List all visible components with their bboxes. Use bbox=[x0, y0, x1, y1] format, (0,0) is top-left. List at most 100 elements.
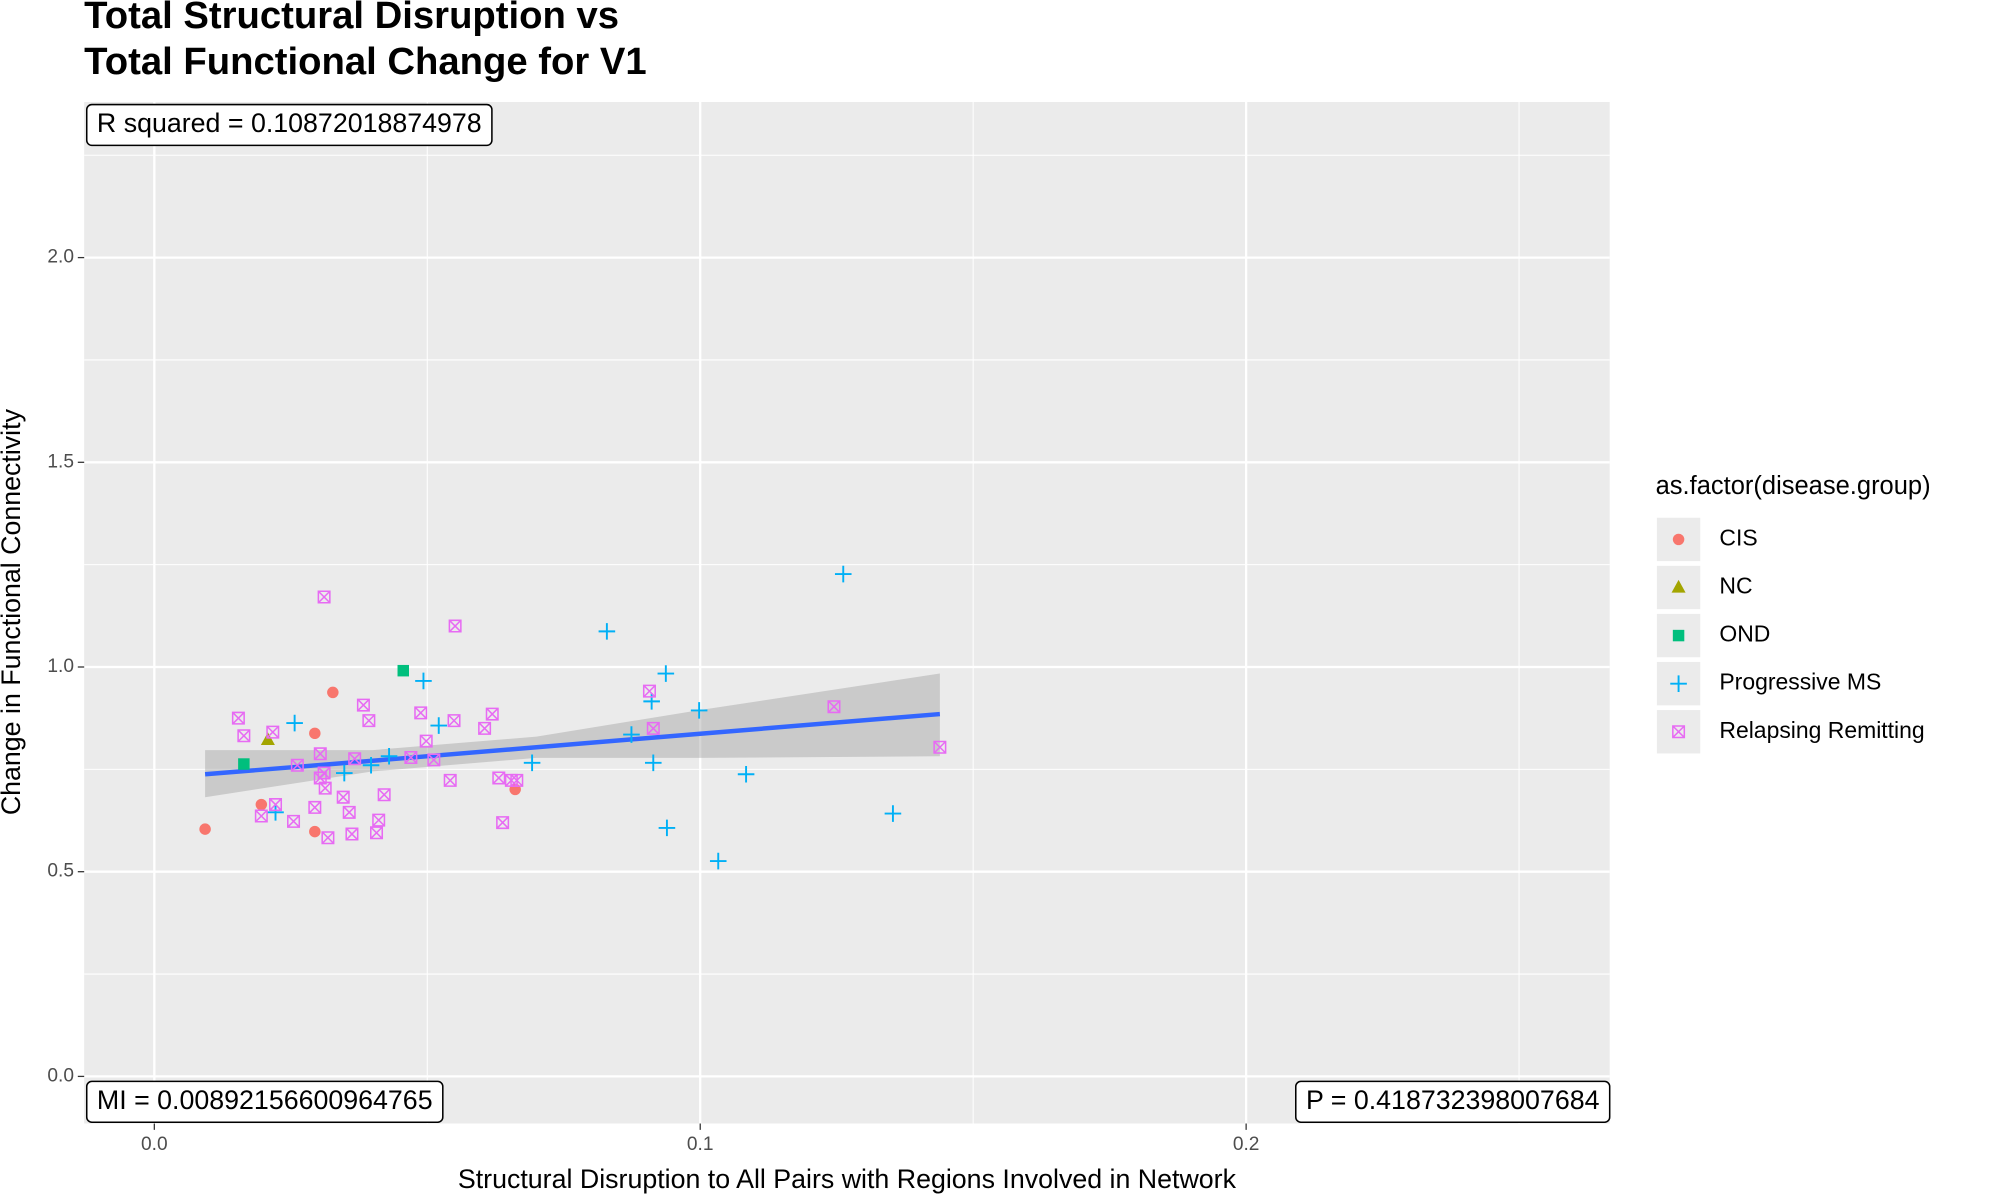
point bbox=[317, 590, 331, 604]
point bbox=[485, 707, 499, 721]
point bbox=[643, 693, 660, 710]
point bbox=[419, 734, 433, 748]
legend-label: Progressive MS bbox=[1719, 669, 1881, 695]
chart-title: Total Functional Change for V1 bbox=[84, 40, 646, 83]
point bbox=[321, 831, 335, 845]
point bbox=[309, 727, 321, 740]
y-tick-label: 1.0 bbox=[47, 656, 74, 677]
point bbox=[267, 804, 284, 821]
point bbox=[404, 750, 418, 764]
annotation-text: P = 0.418732398007684 bbox=[1306, 1085, 1600, 1115]
point bbox=[642, 684, 656, 698]
point bbox=[397, 664, 410, 677]
point bbox=[342, 805, 356, 819]
legend-label: NC bbox=[1719, 573, 1752, 599]
point bbox=[345, 827, 359, 841]
legend-label: CIS bbox=[1719, 524, 1757, 550]
point bbox=[336, 790, 350, 804]
fit-line bbox=[204, 711, 941, 777]
point bbox=[447, 714, 461, 728]
point bbox=[370, 826, 384, 840]
legend-title: as.factor(disease.group) bbox=[1656, 472, 1931, 500]
point bbox=[254, 809, 268, 823]
annotation-text: MI = 0.00892156600964765 bbox=[97, 1085, 433, 1115]
point bbox=[317, 766, 331, 780]
point bbox=[266, 725, 280, 739]
point bbox=[658, 819, 676, 837]
point bbox=[356, 698, 370, 712]
y-tick-label: 0.0 bbox=[47, 1065, 74, 1086]
point bbox=[336, 764, 353, 782]
x-tick-label: 0.0 bbox=[141, 1134, 168, 1155]
chart-title: Total Structural Disruption vs bbox=[84, 0, 619, 37]
point bbox=[690, 702, 708, 719]
point bbox=[286, 714, 303, 732]
point bbox=[827, 700, 841, 714]
point bbox=[492, 771, 506, 785]
point bbox=[523, 754, 541, 772]
point bbox=[308, 800, 322, 814]
point bbox=[415, 672, 432, 690]
confidence-band bbox=[205, 673, 940, 798]
point bbox=[309, 825, 321, 838]
point bbox=[478, 721, 492, 735]
point bbox=[199, 823, 211, 835]
point bbox=[238, 758, 250, 770]
y-axis-title: Change in Functional Connectivity bbox=[0, 408, 26, 815]
legend-marker bbox=[1672, 533, 1685, 546]
legend-marker bbox=[1670, 675, 1687, 692]
y-tick-label: 0.5 bbox=[47, 861, 74, 882]
point bbox=[644, 754, 662, 772]
x-axis-title: Structural Disruption to All Pairs with … bbox=[458, 1164, 1237, 1194]
point bbox=[269, 798, 283, 812]
legend-label: Relapsing Remitting bbox=[1719, 717, 1924, 743]
point bbox=[496, 816, 510, 830]
point bbox=[834, 565, 852, 583]
x-tick-label: 0.1 bbox=[687, 1134, 714, 1155]
plot-panel bbox=[84, 102, 1610, 1124]
point bbox=[657, 665, 675, 682]
point bbox=[380, 747, 398, 765]
point bbox=[362, 714, 376, 728]
annotation-box bbox=[1295, 1080, 1611, 1123]
point bbox=[510, 773, 524, 787]
point bbox=[290, 758, 304, 772]
annotation: MI = 0.00892156600964765 bbox=[85, 1080, 444, 1123]
point bbox=[362, 756, 380, 774]
annotation: R squared = 0.10872018874978 bbox=[85, 103, 493, 147]
point bbox=[287, 814, 301, 828]
point bbox=[318, 781, 332, 795]
point bbox=[414, 706, 428, 720]
annotation-text: R squared = 0.10872018874978 bbox=[97, 108, 482, 138]
point bbox=[327, 686, 339, 699]
point bbox=[313, 747, 327, 761]
x-tick-label: 0.2 bbox=[1233, 1134, 1260, 1155]
point bbox=[646, 721, 660, 735]
point bbox=[372, 813, 386, 827]
legend-marker bbox=[1672, 725, 1686, 739]
point bbox=[377, 788, 391, 802]
point bbox=[231, 711, 245, 725]
point bbox=[448, 619, 462, 633]
annotation: P = 0.418732398007684 bbox=[1295, 1080, 1611, 1123]
annotation-box bbox=[85, 1080, 444, 1123]
point bbox=[884, 805, 902, 822]
annotation-box bbox=[85, 103, 493, 147]
point bbox=[430, 717, 448, 734]
point bbox=[709, 852, 727, 870]
point bbox=[598, 623, 616, 640]
legend-marker bbox=[1672, 629, 1685, 642]
point bbox=[427, 753, 441, 767]
legend-marker bbox=[1671, 579, 1686, 593]
point bbox=[623, 726, 640, 743]
point bbox=[737, 765, 755, 783]
legend-label: OND bbox=[1719, 621, 1770, 647]
y-tick-label: 1.5 bbox=[47, 451, 74, 472]
point bbox=[348, 752, 362, 766]
point bbox=[443, 773, 457, 787]
point bbox=[933, 740, 947, 754]
y-tick-label: 2.0 bbox=[47, 247, 74, 268]
point bbox=[255, 798, 268, 811]
